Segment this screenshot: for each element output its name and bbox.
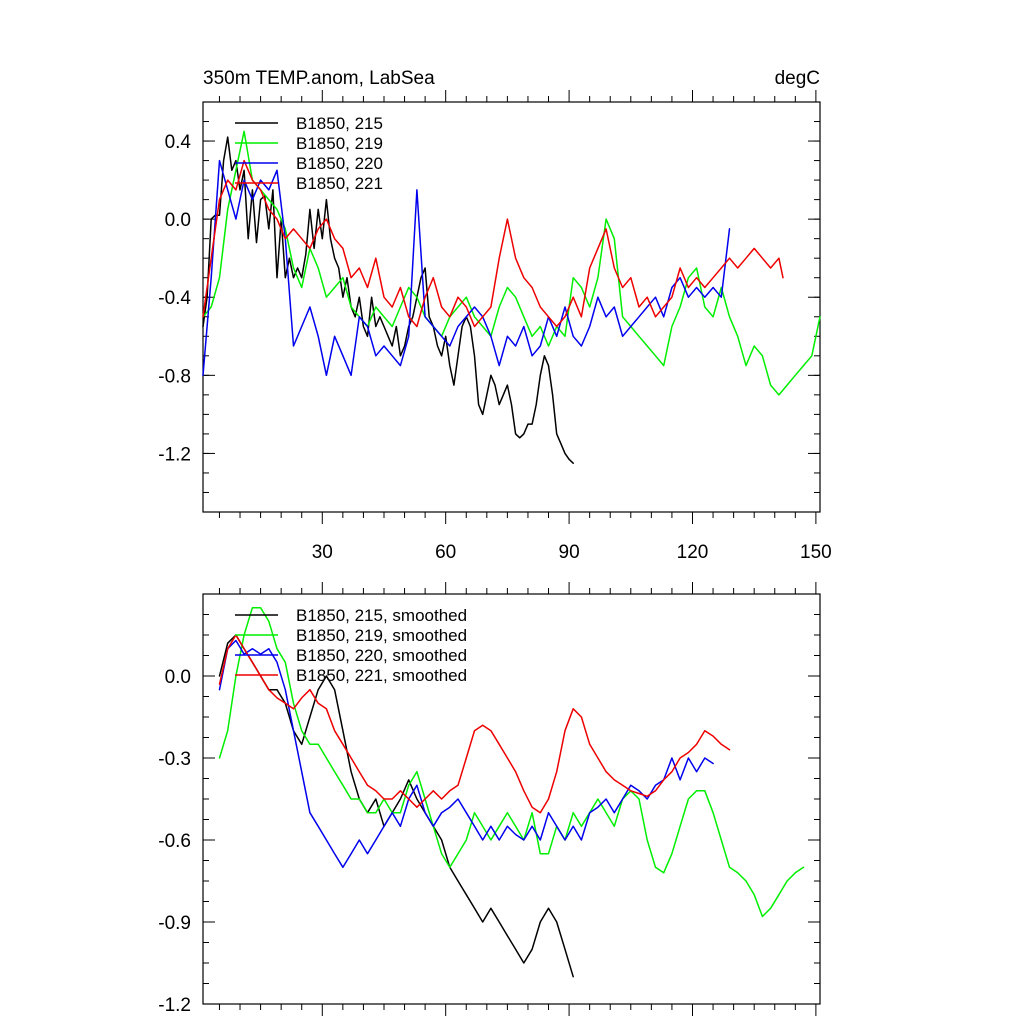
x-tick-label: 30 [312,542,333,563]
y-tick-label: -1.2 [158,444,191,465]
legend-label: B1850, 215 [296,114,383,133]
series-line [202,159,784,328]
legend-label: B1850, 221 [296,174,383,193]
x-tick-label: 60 [435,542,456,563]
y-tick-labels: 0.0 -0.3 -0.6 -0.9 -1.2 [158,667,191,1016]
x-tick-label: 150 [800,542,832,563]
legend-label: B1850, 219 [296,134,383,153]
series-lines [202,130,821,464]
panel-bottom: 0.0 -0.3 -0.6 -0.9 -1.2 B1850, 215, smoothed… [158,582,821,1016]
y-tick-label: 0.4 [165,132,192,153]
legend-label: B1850, 215, smoothed [296,606,467,625]
y-tick-label: -0.4 [158,288,191,309]
series-line [218,634,731,814]
series-line [202,130,821,396]
units-label: degC [775,68,820,89]
series-line [218,606,805,918]
series-line [218,639,714,869]
x-tick-label: 120 [677,542,709,563]
legend-label: B1850, 220 [296,154,383,173]
y-tick-label: 0.0 [165,210,191,231]
y-tick-label: -0.3 [158,749,191,770]
y-tick-label: 0.0 [165,667,191,688]
series-line [202,159,731,377]
chart-title: 350m TEMP.anom, LabSea [203,68,435,89]
plot-frame [202,101,821,513]
series-lines [218,606,805,978]
y-tick-label: -0.9 [158,913,191,934]
tick-marks [203,90,820,524]
legend-label: B1850, 221, smoothed [296,666,467,685]
legend-label: B1850, 220, smoothed [296,646,467,665]
tick-marks [203,582,820,1016]
y-tick-labels: 0.4 0.0 -0.4 -0.8 -1.2 [158,132,191,465]
y-tick-label: -1.2 [158,995,191,1016]
panel-top: 350m TEMP.anom, LabSea degC 0.4 0.0 -0.4 -0… [158,68,831,563]
y-tick-label: -0.8 [158,366,191,387]
plot-area [202,130,821,464]
y-tick-label: -0.6 [158,831,191,852]
series-line [218,634,574,978]
x-tick-label: 90 [559,542,580,563]
legend-label: B1850, 219, smoothed [296,626,467,645]
x-tick-labels: 30 60 90 120 150 [312,542,832,563]
